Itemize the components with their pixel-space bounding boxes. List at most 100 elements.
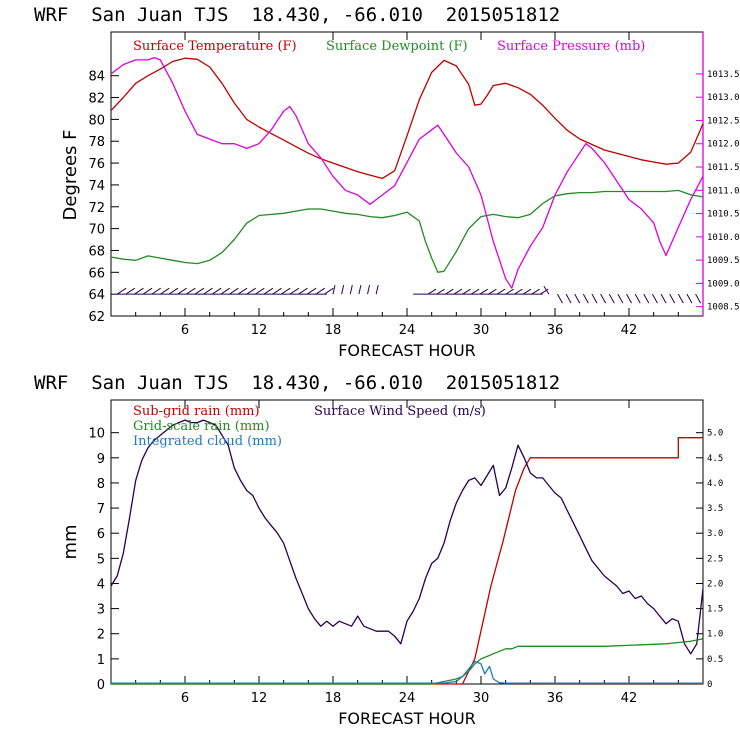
wind-barb: [582, 293, 589, 304]
wind-barb: [643, 293, 650, 304]
wind-barb: [488, 288, 497, 295]
wind-barb: [470, 288, 480, 295]
wind-barb: [358, 285, 362, 295]
top-y-axis-label: Degrees F: [60, 130, 81, 221]
y2-tick-label: 1012.0: [707, 140, 740, 150]
y-tick-label: 9: [97, 452, 105, 467]
wind-barb: [263, 287, 274, 295]
wind-barb: [341, 285, 345, 295]
top-axis-ticks: 6 12 18 24 30 36 42 62 64 66 68 70 72 74 76 78 80 82 84 100…: [88, 32, 740, 338]
wind-barb: [634, 293, 641, 304]
x-tick-label: 42: [621, 323, 638, 338]
wind-barb: [289, 287, 300, 295]
precipitation-panel: WRF San Juan TJS 18.430, -66.010 2015051…: [34, 372, 723, 728]
x-tick-label: 6: [181, 323, 189, 338]
y2-tick-label: 2.5: [707, 554, 723, 564]
y-tick-label: 2: [97, 628, 105, 643]
y-tick-label: 78: [88, 135, 105, 150]
top-plot-frame: [110, 31, 704, 317]
series-line-grid-scale-rain-mm: [111, 638, 704, 685]
y2-tick-label: 1.5: [707, 605, 723, 615]
bottom-x-axis-label: FORECAST HOUR: [338, 709, 476, 728]
wind-barb: [324, 287, 334, 295]
y-tick-label: 1: [97, 653, 105, 668]
wind-barb: [514, 288, 523, 295]
wind-barb: [462, 288, 471, 295]
wind-barb: [177, 287, 187, 295]
wind-barb: [298, 287, 308, 295]
wind-barb: [669, 293, 676, 304]
series-line-surface-temperature-f: [110, 57, 704, 180]
y-tick-label: 10: [88, 427, 105, 442]
wind-barb: [626, 293, 632, 304]
series-line-surface-pressure-mb: [110, 56, 704, 289]
wind-barb: [436, 288, 445, 295]
legend-integrated-cloud: Integrated cloud (mm): [133, 434, 282, 449]
wind-barb: [617, 293, 624, 304]
wind-barb: [237, 287, 248, 295]
temperature-panel: WRF San Juan TJS 18.430, -66.010 2015051…: [34, 4, 740, 360]
x-tick-label: 36: [547, 691, 564, 706]
x-tick-label: 18: [325, 691, 342, 706]
y-tick-label: 76: [88, 157, 105, 172]
y2-tick-label: 1013.5: [707, 70, 740, 80]
bottom-axis-ticks: 6 12 18 24 30 36 4201234567891000.51.01.52.02.…: [88, 400, 723, 706]
x-tick-label: 12: [251, 691, 268, 706]
wind-barb: [557, 293, 563, 304]
bottom-y-axis-label: mm: [60, 524, 81, 559]
x-tick-label: 30: [473, 323, 490, 338]
y2-tick-label: 5.0: [707, 429, 723, 439]
wind-barb: [600, 293, 607, 304]
legend-surface-wind-speed: Surface Wind Speed (m/s): [314, 404, 486, 419]
legend-grid-scale-rain: Grid-scale rain (mm): [133, 419, 270, 434]
y2-tick-label: 4.0: [707, 479, 723, 489]
wind-barb: [203, 287, 213, 295]
y-tick-label: 74: [88, 179, 105, 194]
wind-barb: [151, 287, 161, 295]
wind-barb: [246, 287, 256, 295]
y-tick-label: 70: [88, 223, 105, 238]
top-chart-header: WRF San Juan TJS 18.430, -66.010 2015051…: [34, 4, 560, 26]
wind-barb: [349, 285, 353, 295]
wind-barb: [543, 285, 550, 295]
wind-barb: [444, 288, 454, 295]
x-tick-label: 24: [399, 691, 416, 706]
wind-barb: [134, 287, 144, 295]
wind-barb: [375, 285, 379, 295]
wind-barb: [591, 293, 598, 304]
y-tick-label: 80: [88, 113, 105, 128]
wind-barb: [427, 288, 437, 295]
y2-tick-label: 1010.5: [707, 210, 740, 220]
wind-barb: [255, 287, 265, 295]
x-tick-label: 6: [181, 691, 189, 706]
bottom-chart-header: WRF San Juan TJS 18.430, -66.010 2015051…: [34, 372, 560, 394]
wind-barb: [367, 285, 371, 295]
y2-tick-label: 1.0: [707, 630, 723, 640]
x-tick-label: 24: [399, 323, 416, 338]
y2-tick-label: 1008.5: [707, 303, 740, 313]
wind-barb: [677, 293, 684, 304]
y2-tick-label: 0: [707, 680, 712, 690]
y2-tick-label: 4.5: [707, 454, 723, 464]
y-tick-label: 82: [88, 92, 105, 107]
y-tick-label: 4: [97, 577, 105, 592]
legend-surface-dewpoint: Surface Dewpoint (F): [326, 39, 468, 54]
y2-tick-label: 1009.0: [707, 279, 740, 289]
y-tick-label: 5: [97, 552, 105, 567]
y-tick-label: 62: [88, 310, 105, 325]
y-tick-label: 84: [88, 70, 105, 85]
wind-barb: [496, 288, 506, 295]
x-tick-label: 36: [547, 323, 564, 338]
y2-tick-label: 1013.0: [707, 93, 740, 103]
wind-barb: [539, 288, 549, 295]
wind-barb: [220, 287, 231, 295]
y-tick-label: 3: [97, 603, 105, 618]
wind-barb: [211, 287, 222, 295]
series-line-surface-dewpoint-f: [110, 189, 704, 273]
y2-tick-label: 3.5: [707, 504, 723, 514]
wind-barb: [125, 287, 136, 295]
wind-barb: [160, 287, 170, 295]
wind-barb: [608, 293, 615, 304]
y2-tick-label: 3.0: [707, 529, 723, 539]
y-tick-label: 6: [97, 527, 105, 542]
